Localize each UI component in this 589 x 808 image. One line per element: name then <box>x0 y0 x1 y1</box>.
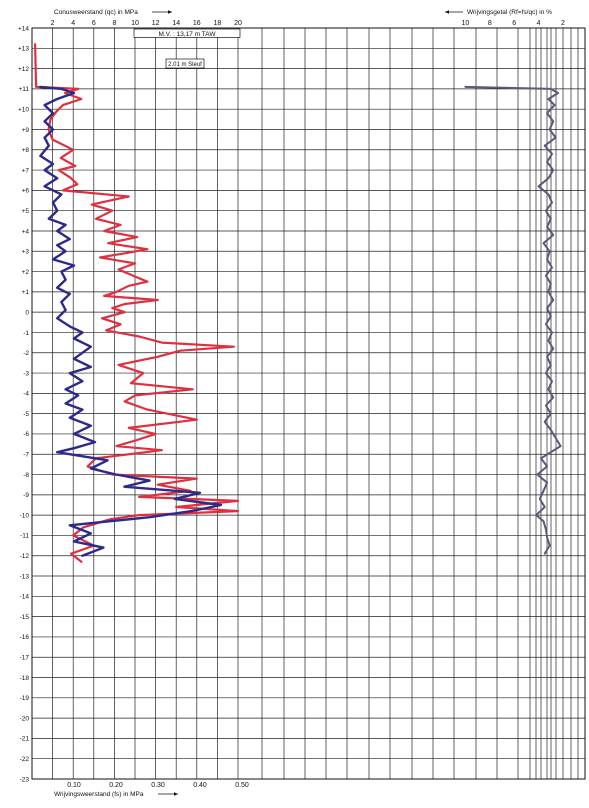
y-tick-label: +8 <box>22 147 30 154</box>
y-tick-label: +2 <box>22 269 30 276</box>
qc-series-line <box>33 43 240 563</box>
fs-tick-label: 0.40 <box>193 782 207 789</box>
fs-arrow-icon <box>158 792 178 796</box>
y-tick-label: -16 <box>20 634 30 641</box>
y-tick-label: -7 <box>23 452 29 459</box>
rf-tick-label: 6 <box>512 20 516 27</box>
y-tick-label: -22 <box>20 756 30 763</box>
y-tick-label: +7 <box>22 167 30 174</box>
y-tick-label: -20 <box>20 715 30 722</box>
qc-tick-label: 6 <box>92 20 96 27</box>
qc-tick-label: 4 <box>71 20 75 27</box>
qc-tick-label: 20 <box>234 20 242 27</box>
y-axis-ticks: +14+13+12+11+10+9+8+7+6+5+4+3+2+10-1-2-3… <box>18 25 29 783</box>
qc-tick-label: 18 <box>214 20 222 27</box>
y-tick-label: -2 <box>23 350 29 357</box>
y-tick-label: +11 <box>18 86 29 93</box>
y-tick-label: -8 <box>23 472 29 479</box>
qc-tick-label: 2 <box>51 20 55 27</box>
y-tick-label: -21 <box>20 736 30 743</box>
fs-axis-title: Wrijvingsweerstand (fs) in MPa <box>54 791 144 798</box>
rf-tick-label: 4 <box>537 20 541 27</box>
qc-tick-label: 10 <box>131 20 139 27</box>
y-tick-label: -10 <box>20 512 30 519</box>
qc-tick-label: 8 <box>112 20 116 27</box>
rf-tick-label: 10 <box>462 20 470 27</box>
x-axis-ticks: 2 4 6 8 10 12 14 16 18 20 10 8 6 4 2 0.10 0.20 0.30 0.40 0.… <box>51 20 565 789</box>
qc-tick-label: 14 <box>172 20 180 27</box>
rf-axis-title: Wrijvingsgetal (Rf=fs/qc) in % <box>467 9 552 16</box>
mv-annotation: M.V. : 13,17 m TAW <box>158 31 216 38</box>
y-tick-label: -1 <box>23 330 29 337</box>
y-tick-label: -18 <box>20 675 30 682</box>
mv-annotation-box <box>133 28 241 38</box>
y-tick-label: +3 <box>22 249 30 256</box>
qc-axis-title: Conusweerstand (qc) in MPa <box>54 9 138 16</box>
y-tick-label: +10 <box>18 106 29 113</box>
y-tick-label: 0 <box>25 309 29 316</box>
y-tick-label: -17 <box>20 655 30 662</box>
fs-tick-label: 0.20 <box>109 782 123 789</box>
y-tick-label: +12 <box>18 66 29 73</box>
y-tick-label: +9 <box>22 127 30 134</box>
y-tick-label: +1 <box>22 289 30 296</box>
grid <box>31 27 585 780</box>
y-tick-label: -3 <box>23 370 29 377</box>
y-tick-label: -4 <box>23 391 29 398</box>
y-tick-label: -12 <box>20 553 30 560</box>
y-tick-label: -5 <box>23 411 29 418</box>
series-lines <box>33 43 562 563</box>
y-tick-label: +4 <box>22 228 30 235</box>
y-tick-label: -15 <box>20 614 30 621</box>
rf-tick-label: 8 <box>488 20 492 27</box>
fs-series-line <box>39 85 223 557</box>
y-tick-label: -13 <box>20 573 30 580</box>
y-tick-label: -11 <box>20 533 29 540</box>
rf-tick-label: 2 <box>561 20 565 27</box>
y-tick-label: +13 <box>18 46 29 53</box>
sleuf-annotation-box <box>165 58 205 69</box>
y-tick-label: +5 <box>22 208 30 215</box>
qc-tick-label: 16 <box>193 20 201 27</box>
qc-tick-label: 12 <box>152 20 160 27</box>
rf-series-line <box>464 85 562 555</box>
rf-arrow-icon <box>445 10 463 14</box>
y-tick-label: -23 <box>20 776 30 783</box>
y-tick-label: +14 <box>18 25 29 32</box>
plot-frame <box>31 27 586 780</box>
y-tick-label: -14 <box>20 594 30 601</box>
y-tick-label: -6 <box>23 431 29 438</box>
fs-tick-label: 0.10 <box>67 782 81 789</box>
y-tick-label: -9 <box>23 492 29 499</box>
y-tick-label: +6 <box>22 188 30 195</box>
fs-tick-label: 0.30 <box>151 782 165 789</box>
sleuf-annotation: 2.01 m Sleuf <box>168 62 202 68</box>
qc-arrow-icon <box>152 10 172 14</box>
y-tick-label: -19 <box>20 695 30 702</box>
fs-tick-label: 0.50 <box>235 782 249 789</box>
